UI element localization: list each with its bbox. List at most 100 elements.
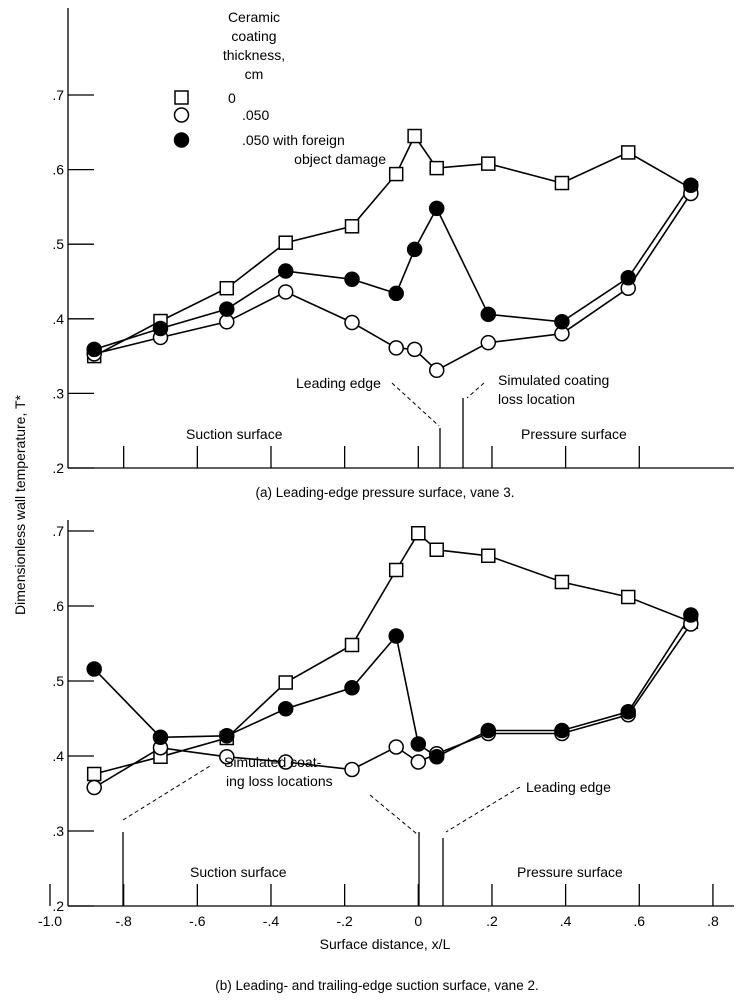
panel-a-annotations: Leading edge Simulated coating loss loca… bbox=[186, 372, 627, 468]
data-point-filled-circle bbox=[388, 628, 404, 644]
data-point-filled-circle bbox=[388, 285, 404, 302]
data-point-open-circle bbox=[344, 314, 360, 331]
y-tick-label: .7 bbox=[52, 523, 64, 539]
panel-b: .2 .3 .4 .5 .6 .7 -1.0 -.8 -.6 -.4 -.2 0 .2 .4 .6 .8 S… bbox=[38, 520, 734, 993]
data-point-filled-circle bbox=[86, 341, 102, 358]
data-point-filled-circle bbox=[344, 680, 360, 696]
y-tick-label: .6 bbox=[52, 598, 64, 614]
series-line-open-square bbox=[93, 134, 692, 357]
panel-a-y-tick-labels: .2 .3 .4 .5 .6 .7 bbox=[52, 87, 64, 476]
x-axis-label: Surface distance, x/L bbox=[320, 936, 451, 952]
data-point-filled-circle bbox=[277, 263, 294, 279]
data-point-open-circle bbox=[410, 754, 427, 770]
panel-b-x-tick-labels: -1.0 -.8 -.6 -.4 -.2 0 .2 .4 .6 .8 bbox=[38, 913, 719, 929]
x-tick-label: -.8 bbox=[115, 913, 132, 929]
x-tick-label: .4 bbox=[560, 913, 572, 929]
data-point-open-circle bbox=[406, 341, 423, 358]
data-point-filled-circle bbox=[554, 314, 570, 330]
data-point-open-circle bbox=[277, 284, 294, 300]
legend-entry-label: 0 bbox=[228, 90, 236, 106]
legend-title-line: coating bbox=[231, 28, 276, 44]
data-point-square bbox=[278, 675, 293, 690]
legend-entry-label: .050 with foreign bbox=[242, 132, 345, 148]
series-line-filled-circle bbox=[93, 184, 692, 351]
data-point-filled-circle bbox=[683, 177, 699, 194]
data-point-filled-circle bbox=[428, 200, 445, 217]
leading-edge-label: Leading edge bbox=[296, 375, 381, 391]
data-point-filled-circle bbox=[219, 301, 235, 317]
y-tick-label: .5 bbox=[52, 236, 64, 252]
data-point-filled-circle bbox=[86, 661, 102, 677]
legend-title-line: Ceramic bbox=[228, 9, 280, 25]
data-point-filled-circle bbox=[152, 729, 169, 745]
data-point-filled-circle bbox=[428, 749, 445, 765]
legend: Ceramic coating thickness, cm 0 .050 .05… bbox=[173, 9, 386, 167]
series-line-open-circle bbox=[93, 623, 692, 789]
coating-loss-label: loss location bbox=[498, 391, 575, 407]
data-point-square bbox=[554, 574, 570, 590]
panel-a-caption: (a) Leading-edge pressure surface, vane … bbox=[256, 485, 515, 500]
data-point-open-circle bbox=[344, 761, 360, 778]
data-point-square bbox=[411, 526, 426, 541]
suction-surface-label: Suction surface bbox=[190, 864, 287, 880]
data-point-open-circle bbox=[388, 340, 404, 356]
y-tick-label: .2 bbox=[52, 898, 64, 914]
panel-b-annotations: Simulated coat- ing loss locations Leadi… bbox=[122, 754, 623, 906]
x-tick-label: -.2 bbox=[336, 913, 353, 929]
series-line-filled-circle bbox=[93, 614, 692, 758]
data-point-square bbox=[344, 219, 360, 234]
coating-loss-leader-left bbox=[122, 765, 211, 821]
legend-title-line: cm bbox=[245, 66, 264, 82]
data-point-filled-circle bbox=[406, 241, 423, 258]
y-tick-label: .3 bbox=[52, 823, 64, 839]
data-point-square bbox=[620, 589, 636, 605]
y-tick-label: .7 bbox=[52, 87, 64, 103]
data-point-square bbox=[219, 280, 235, 296]
panel-b-axes bbox=[49, 520, 734, 907]
leading-edge-leader bbox=[445, 786, 521, 833]
series-line-open-circle bbox=[94, 193, 692, 372]
panel-a-series-points bbox=[86, 128, 699, 379]
data-point-filled-circle bbox=[620, 704, 636, 720]
data-point-square bbox=[554, 175, 570, 191]
data-point-open-circle bbox=[480, 334, 497, 351]
legend-open-circle-icon bbox=[173, 107, 190, 123]
data-point-square bbox=[388, 166, 404, 182]
legend-title-line: thickness, bbox=[223, 47, 285, 63]
leading-edge-label: Leading edge bbox=[526, 779, 611, 795]
coating-loss-leader bbox=[466, 382, 485, 399]
series-line-open-square bbox=[93, 532, 692, 775]
data-point-square bbox=[278, 235, 293, 250]
data-point-open-circle bbox=[219, 314, 235, 330]
data-point-square bbox=[407, 128, 422, 144]
y-tick-label: .3 bbox=[52, 385, 64, 401]
data-point-open-circle bbox=[277, 754, 294, 770]
x-tick-label: -.4 bbox=[263, 913, 280, 929]
legend-open-square-icon bbox=[174, 90, 189, 105]
coating-loss-label: ing loss locations bbox=[226, 773, 333, 789]
pressure-surface-label: Pressure surface bbox=[521, 426, 627, 442]
leading-edge-leader bbox=[391, 382, 440, 427]
panel-a-series-lines bbox=[93, 134, 692, 372]
y-axis-label: Dimensionless wall temperature, T* bbox=[12, 394, 28, 614]
legend-entry-label: object damage bbox=[294, 151, 386, 167]
data-point-open-circle bbox=[219, 749, 235, 765]
data-point-open-circle bbox=[388, 739, 404, 755]
data-point-filled-circle bbox=[344, 271, 360, 288]
data-point-square bbox=[344, 637, 360, 653]
data-point-open-circle bbox=[428, 362, 445, 379]
coating-loss-label: Simulated coating bbox=[498, 372, 609, 388]
coating-loss-label: Simulated coat- bbox=[224, 754, 322, 770]
data-point-filled-circle bbox=[277, 701, 294, 717]
panel-a-axes bbox=[67, 8, 734, 469]
legend-entry-label: .050 bbox=[242, 107, 269, 123]
data-point-filled-circle bbox=[410, 736, 427, 752]
y-tick-label: .6 bbox=[52, 162, 64, 178]
suction-surface-label: Suction surface bbox=[186, 426, 283, 442]
data-point-square bbox=[429, 160, 444, 176]
panel-b-y-tick-labels: .2 .3 .4 .5 .6 .7 bbox=[52, 523, 64, 914]
data-point-filled-circle bbox=[480, 306, 497, 323]
y-tick-label: .4 bbox=[52, 311, 64, 327]
x-tick-label: 0 bbox=[414, 913, 422, 929]
